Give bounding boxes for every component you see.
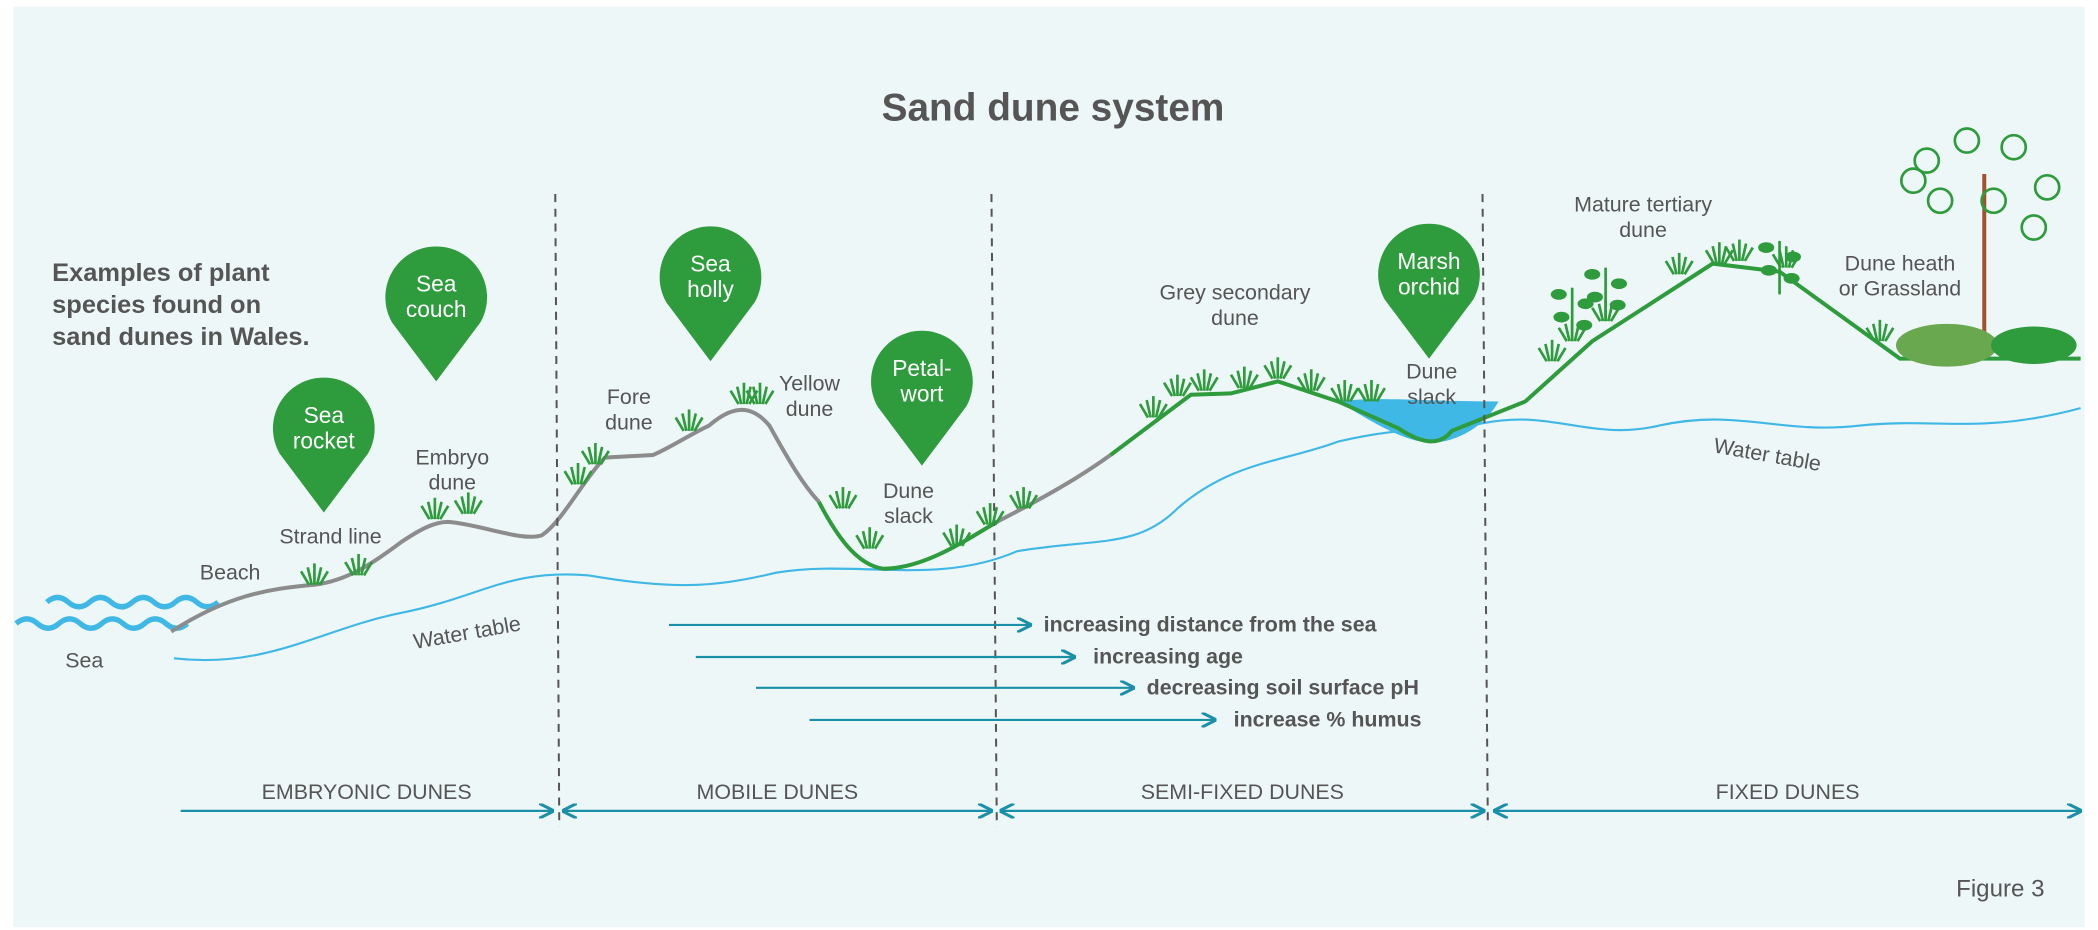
- trend-label: increase % humus: [1234, 708, 1422, 732]
- zone-label: dune: [786, 397, 834, 421]
- bush: [1896, 324, 1998, 367]
- figure-label: Figure 3: [1956, 876, 2044, 903]
- leaf: [1785, 252, 1801, 263]
- bush: [1991, 327, 2077, 364]
- zone-label: Fore: [607, 385, 651, 409]
- body: Sand dune system Examples of plant specie…: [0, 0, 2098, 930]
- leaf: [1610, 300, 1626, 311]
- trend-label: increasing age: [1093, 645, 1243, 669]
- leaf: [1576, 320, 1592, 331]
- trend-label: decreasing soil surface pH: [1147, 675, 1419, 699]
- intro-text: species found on: [52, 291, 261, 319]
- stage-label: SEMI-FIXED DUNES: [1141, 780, 1344, 804]
- plant-name: Sea: [690, 251, 731, 277]
- intro-text: sand dunes in Wales.: [52, 323, 309, 351]
- zone-label: dune: [1619, 218, 1667, 242]
- zone-label: dune: [1211, 306, 1259, 330]
- stage-label: MOBILE DUNES: [697, 780, 859, 804]
- leaf: [1784, 273, 1800, 284]
- page: Sand dune system {"title": "Sand dune sy…: [0, 0, 2098, 930]
- leaf: [1761, 265, 1777, 276]
- plant-name: Sea: [304, 402, 345, 428]
- zone-label: Dune heath: [1845, 251, 1956, 275]
- leaf: [1611, 278, 1627, 289]
- stage-label: FIXED DUNES: [1716, 780, 1860, 804]
- leaf: [1584, 269, 1600, 280]
- zone-label: Yellow: [779, 372, 841, 396]
- zone-label: dune: [605, 411, 653, 435]
- zone-label: slack: [1407, 385, 1456, 409]
- zone-label: Grey secondary: [1159, 281, 1310, 305]
- plant-name: Marsh: [1397, 248, 1460, 274]
- title: Sand dune system: [882, 86, 1225, 129]
- intro-text: Examples of plant: [52, 259, 270, 287]
- zone-label: Sea: [65, 649, 103, 673]
- diagram: Sand dune system Examples of plant specie…: [0, 0, 2098, 930]
- plant-name: wort: [899, 380, 944, 406]
- plant-name: couch: [406, 296, 467, 322]
- zone-label: dune: [428, 471, 476, 495]
- zone-label: Dune: [1406, 360, 1457, 384]
- zone-label: or Grassland: [1839, 277, 1961, 301]
- plant-name: Sea: [416, 271, 457, 297]
- zone-label: Mature tertiary: [1574, 192, 1712, 216]
- plant-name: orchid: [1398, 273, 1460, 299]
- zone-label: Embryo: [415, 445, 489, 469]
- zone-label: slack: [884, 504, 933, 528]
- plant-name: holly: [687, 276, 734, 302]
- trend-label: increasing distance from the sea: [1044, 613, 1378, 637]
- leaf: [1553, 312, 1569, 323]
- plant-name: Petal-: [892, 355, 951, 381]
- zone-label: Beach: [200, 560, 261, 584]
- zone-label: Dune: [883, 479, 934, 503]
- leaf: [1551, 289, 1567, 300]
- plant-name: rocket: [293, 427, 356, 453]
- leaf: [1587, 292, 1603, 303]
- leaf: [1758, 242, 1774, 253]
- zone-label: Strand line: [279, 524, 381, 548]
- stage-label: EMBRYONIC DUNES: [262, 780, 472, 804]
